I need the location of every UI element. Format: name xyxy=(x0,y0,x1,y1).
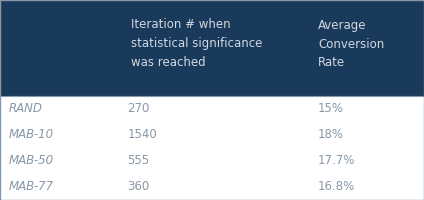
Text: MAB-77: MAB-77 xyxy=(8,180,53,194)
Text: MAB-50: MAB-50 xyxy=(8,154,53,168)
Text: 270: 270 xyxy=(127,102,150,116)
Text: 1540: 1540 xyxy=(127,129,157,142)
Text: Average
Conversion
Rate: Average Conversion Rate xyxy=(318,19,384,70)
Text: 15%: 15% xyxy=(318,102,344,116)
Text: MAB-10: MAB-10 xyxy=(8,129,53,142)
Text: Iteration # when
statistical significance
was reached: Iteration # when statistical significanc… xyxy=(131,19,263,70)
Text: 555: 555 xyxy=(127,154,149,168)
Text: 17.7%: 17.7% xyxy=(318,154,355,168)
Text: RAND: RAND xyxy=(8,102,42,116)
Text: 18%: 18% xyxy=(318,129,344,142)
Bar xyxy=(0,0,424,96)
Text: 16.8%: 16.8% xyxy=(318,180,355,194)
Bar xyxy=(0,96,424,200)
Text: 360: 360 xyxy=(127,180,149,194)
